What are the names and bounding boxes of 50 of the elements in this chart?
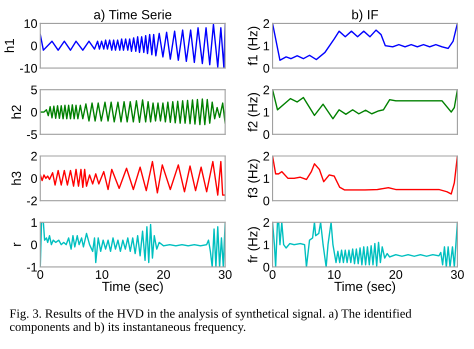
line-series [40, 222, 226, 267]
y-tick-label: 0 [263, 64, 270, 73]
y-tick-label: 10 [24, 19, 38, 28]
x-tick-label: 20 [157, 270, 170, 279]
y-tick-label: 0 [263, 196, 270, 206]
y-tick-label: -1 [26, 262, 37, 272]
x-tick-label: 10 [328, 270, 341, 279]
x-axis-title: Time (sec) [102, 281, 163, 294]
line-series [40, 23, 226, 68]
y-axis-title: h2 [11, 105, 21, 118]
x-axis-title: Time (sec) [334, 281, 396, 294]
y-axis-title: h3 [11, 172, 22, 185]
x-tick-label: 30 [450, 270, 464, 279]
y-tick-label: 5 [31, 86, 37, 94]
x-tick-label: 0 [37, 270, 44, 279]
x-tick-label: 10 [96, 270, 108, 279]
y-tick-label: 0 [263, 262, 270, 272]
x-tick-label: 20 [389, 270, 402, 279]
x-tick-label: 30 [218, 270, 232, 279]
y-tick-label: 1 [264, 240, 270, 250]
y-axis-title: f3 (Hz) [248, 159, 260, 198]
y-tick-label: 0 [263, 130, 270, 140]
y-tick-label: 0 [31, 42, 38, 50]
chart-title: b) IF [352, 10, 378, 22]
line-series [272, 222, 458, 267]
y-tick-label: 1 [32, 218, 37, 227]
x-tick-label: 0 [270, 270, 276, 279]
y-tick-label: 1 [264, 108, 270, 117]
y-tick-label: 2 [263, 19, 270, 28]
line-series [40, 160, 226, 196]
y-tick-label: 2 [263, 85, 270, 94]
y-tick-label: 0 [31, 240, 38, 250]
y-tick-label: 0 [31, 174, 38, 183]
y-tick-label: 2 [263, 218, 270, 227]
line-series [40, 98, 226, 126]
y-tick-label: 1 [264, 42, 270, 50]
y-tick-label: -2 [26, 196, 37, 206]
y-axis-title: f2 (Hz) [248, 93, 260, 132]
y-axis-title: f1 (Hz) [248, 26, 260, 66]
y-tick-label: 2 [31, 152, 37, 161]
y-tick-label: -10 [20, 64, 38, 73]
y-tick-label: 2 [263, 152, 270, 161]
y-tick-label: 0 [31, 108, 38, 117]
y-axis-title: fr (Hz) [248, 227, 260, 263]
chart-title: a) Time Serie [94, 10, 172, 22]
caption: Fig. 3. Results of the HVD in the analysis of synthetical signal. a) The identified components and b) its instantaneous frequency. [10, 308, 412, 334]
y-axis-title: h1 [4, 39, 14, 52]
y-tick-label: -5 [26, 130, 37, 140]
y-axis-title: r [14, 242, 21, 246]
y-tick-label: 1 [264, 174, 270, 183]
